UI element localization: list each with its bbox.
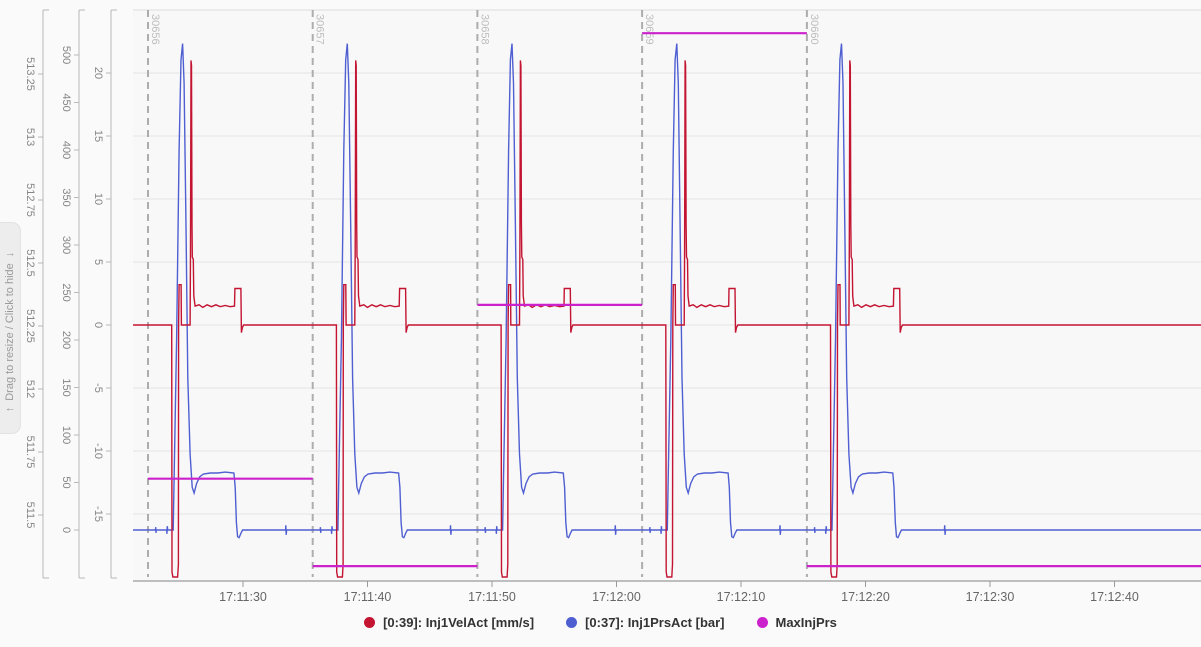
y-axis-tick-label: 10 xyxy=(92,193,104,205)
x-axis-tick-label: 17:12:40 xyxy=(1090,590,1139,604)
velocity-series-path xyxy=(133,60,1201,578)
legend-item-label: [0:39]: Inj1VelAct [mm/s] xyxy=(383,615,535,630)
y-axis-tick-label: -15 xyxy=(92,506,104,522)
collapse-tab-text: ↑ Drag to resize / Click to hide ↓ xyxy=(0,227,20,437)
y-axis-tick-label: 512 xyxy=(24,380,36,398)
x-axis-tick-label: 17:11:40 xyxy=(344,590,392,604)
y-axis-position: 513.25 513 512.75 512.5 512.25 512 511.75 511.5 xyxy=(24,9,49,579)
arrow-down-icon: ↓ xyxy=(4,251,16,258)
y-axis-tick-label: 20 xyxy=(92,67,104,79)
pressure-series-path xyxy=(133,43,1201,539)
y-axis-tick-label: 350 xyxy=(60,188,72,206)
cycle-marker-label: 30660 xyxy=(808,14,820,45)
legend-item-label: MaxInjPrs xyxy=(775,615,837,630)
y-axis-tick-label: 512.75 xyxy=(24,183,36,217)
x-axis-tick-label: 17:11:50 xyxy=(468,590,516,604)
maxinjprs-series xyxy=(148,32,1201,568)
y-axis-tick-label: 200 xyxy=(60,331,72,349)
y-axis-tick-label: 500 xyxy=(60,46,72,64)
cycle-marker-label: 30658 xyxy=(478,14,490,45)
y-axis-tick-label: 450 xyxy=(60,93,72,111)
y-axis-tick-label: 513.25 xyxy=(24,57,36,91)
y-axis-tick-label: 0 xyxy=(60,527,72,533)
cycle-marker-label: 30657 xyxy=(314,14,326,45)
y-axis-tick-label: 0 xyxy=(92,322,104,328)
y-axis-tick-label: 512.5 xyxy=(24,249,36,277)
y-axis-tick-label: 511.5 xyxy=(24,502,36,529)
y-axis-tick-label: 250 xyxy=(60,283,72,301)
y-axis-tick-label: 512.25 xyxy=(24,309,36,343)
legend-item-inj1velact[interactable]: [0:39]: Inj1VelAct [mm/s] xyxy=(364,615,534,630)
y-axis-tick-label: -10 xyxy=(92,443,104,459)
x-axis-tick-label: 17:12:00 xyxy=(592,590,641,604)
legend-item-maxinjprs[interactable]: MaxInjPrs xyxy=(756,615,837,630)
legend-item-inj1prsact[interactable]: [0:37]: Inj1PrsAct [bar] xyxy=(566,615,725,630)
x-axis-tick-label: 17:12:30 xyxy=(966,590,1015,604)
y-axis-tick-label: 300 xyxy=(60,236,72,254)
legend-item-label: [0:37]: Inj1PrsAct [bar] xyxy=(585,615,725,630)
legend-color-dot xyxy=(566,617,578,628)
y-axis-tick-label: -5 xyxy=(92,383,104,393)
y-axis-tick-label: 50 xyxy=(60,476,72,488)
collapse-tab-label: Drag to resize / Click to hide xyxy=(4,263,16,401)
y-axis-tick-label: 5 xyxy=(92,259,104,265)
legend-color-dot xyxy=(364,617,376,628)
legend-color-dot xyxy=(756,617,768,628)
y-axis-tick-label: 513 xyxy=(24,128,36,146)
chart-legend: [0:39]: Inj1VelAct [mm/s] [0:37]: Inj1Pr… xyxy=(0,615,1201,630)
cycle-marker-label: 30656 xyxy=(149,14,161,45)
plot-background xyxy=(133,10,1201,581)
y-axis-tick-label: 15 xyxy=(92,130,104,142)
axis-panel-collapse-tab[interactable]: ↑ Drag to resize / Click to hide ↓ xyxy=(0,222,21,434)
y-axis-velocity: 20 15 10 5 0 -5 -10 -15 xyxy=(92,9,117,579)
x-axis-tick-label: 17:12:20 xyxy=(841,590,890,604)
y-axis-tick-label: 511.75 xyxy=(24,436,36,469)
cycle-markers: 30656 30657 30658 30659 30660 xyxy=(147,10,820,577)
x-axis: 17:11:30 17:11:40 17:11:50 17:12:00 17:12:10… xyxy=(133,580,1201,604)
y-axis-tick-label: 100 xyxy=(60,426,72,444)
x-axis-tick-label: 17:12:10 xyxy=(717,590,766,604)
cycle-marker-label: 30659 xyxy=(643,14,655,45)
y-axis-tick-label: 400 xyxy=(60,141,72,159)
y-axis-tick-label: 150 xyxy=(60,378,72,396)
arrow-up-icon: ↑ xyxy=(4,406,16,413)
x-axis-tick-label: 17:11:30 xyxy=(219,590,267,604)
